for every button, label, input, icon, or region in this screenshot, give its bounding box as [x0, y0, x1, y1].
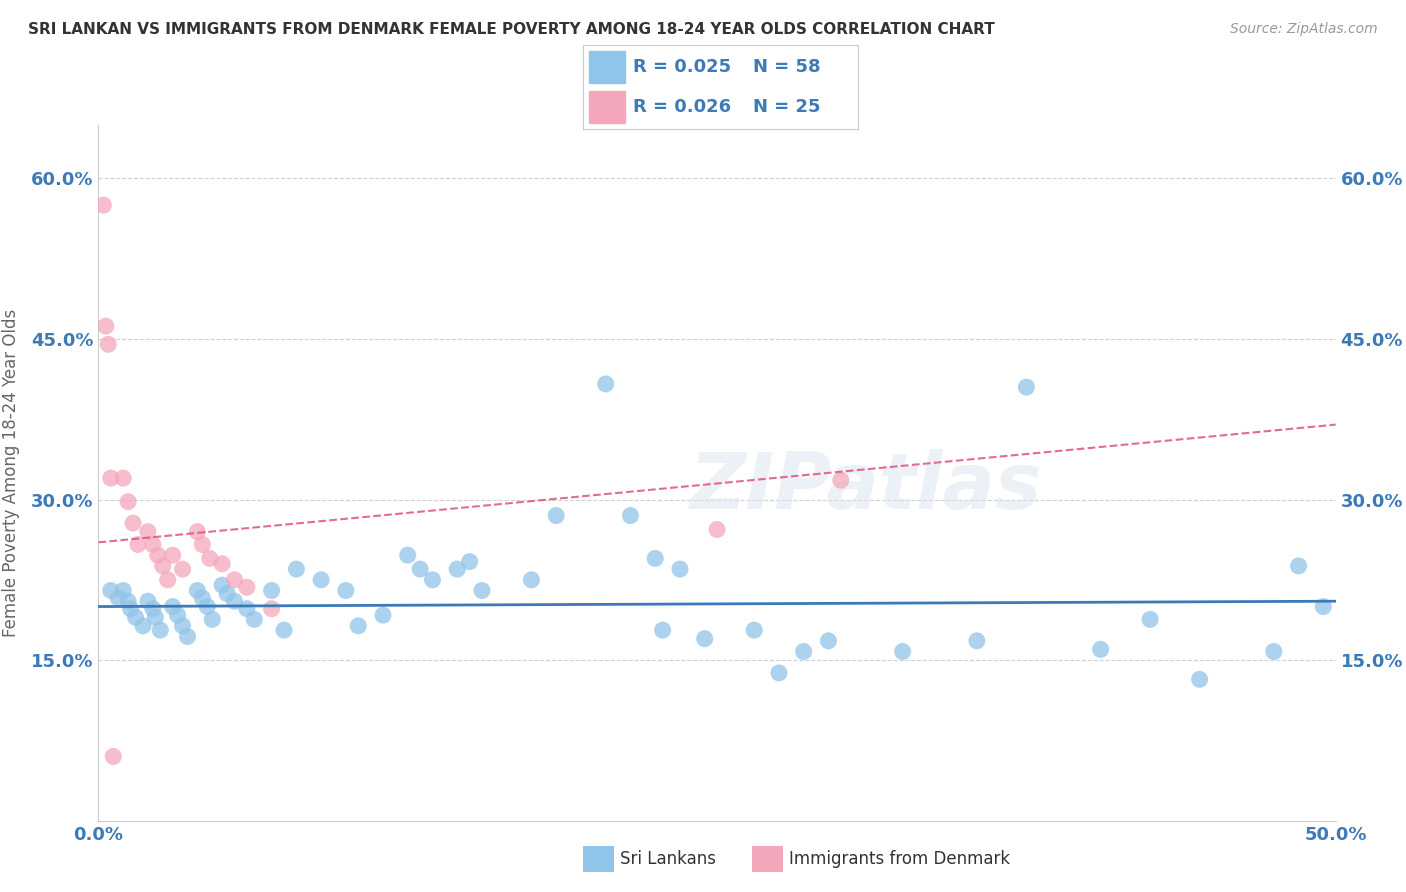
Point	[830, 473, 852, 487]
Point	[122, 516, 145, 530]
Point	[97, 337, 120, 351]
Point	[1015, 380, 1038, 394]
Point	[817, 633, 839, 648]
Point	[966, 633, 988, 648]
Point	[172, 619, 194, 633]
Point	[195, 599, 218, 614]
Point	[136, 524, 159, 539]
Point	[793, 644, 815, 658]
Point	[371, 608, 394, 623]
Point	[224, 594, 246, 608]
Point	[146, 548, 169, 562]
Point	[236, 601, 259, 615]
Point	[100, 471, 122, 485]
Point	[166, 608, 188, 623]
Point	[112, 471, 135, 485]
Point	[162, 548, 184, 562]
Point	[176, 630, 198, 644]
Point	[1288, 558, 1310, 573]
Point	[651, 623, 673, 637]
Point	[127, 537, 149, 551]
Point	[422, 573, 444, 587]
Point	[520, 573, 543, 587]
Point	[260, 601, 283, 615]
Point	[149, 623, 172, 637]
Point	[285, 562, 308, 576]
Point	[217, 587, 239, 601]
Point	[273, 623, 295, 637]
Point	[211, 578, 233, 592]
Point	[191, 537, 214, 551]
Point	[142, 601, 165, 615]
Point	[458, 555, 481, 569]
Point	[742, 623, 765, 637]
Point	[162, 599, 184, 614]
Point	[768, 665, 790, 680]
Point	[706, 523, 728, 537]
Point	[117, 594, 139, 608]
Point	[117, 494, 139, 508]
Bar	[589, 51, 624, 83]
Point	[471, 583, 494, 598]
Text: Source: ZipAtlas.com: Source: ZipAtlas.com	[1230, 22, 1378, 37]
Point	[211, 557, 233, 571]
Point	[1263, 644, 1285, 658]
Point	[198, 551, 221, 566]
Point	[142, 537, 165, 551]
Text: N = 58: N = 58	[754, 58, 821, 76]
Point	[93, 198, 115, 212]
Point	[236, 580, 259, 594]
Point	[693, 632, 716, 646]
Point	[619, 508, 641, 523]
Point	[309, 573, 332, 587]
Point	[191, 591, 214, 605]
Point	[1090, 642, 1112, 657]
Point	[103, 749, 125, 764]
Point	[644, 551, 666, 566]
Point	[1188, 673, 1211, 687]
Point	[143, 610, 166, 624]
Point	[396, 548, 419, 562]
Text: R = 0.025: R = 0.025	[633, 58, 731, 76]
Point	[172, 562, 194, 576]
Point	[152, 558, 174, 573]
Point	[100, 583, 122, 598]
Point	[224, 573, 246, 587]
Point	[124, 610, 146, 624]
Point	[335, 583, 357, 598]
Point	[132, 619, 155, 633]
Text: ZIPatlas: ZIPatlas	[689, 449, 1042, 524]
Text: R = 0.026: R = 0.026	[633, 98, 731, 116]
Point	[186, 583, 208, 598]
Point	[94, 319, 117, 334]
Point	[446, 562, 468, 576]
Y-axis label: Female Poverty Among 18-24 Year Olds: Female Poverty Among 18-24 Year Olds	[1, 309, 20, 637]
Point	[136, 594, 159, 608]
Text: Sri Lankans: Sri Lankans	[620, 850, 716, 868]
Point	[120, 601, 142, 615]
Text: N = 25: N = 25	[754, 98, 821, 116]
Text: Immigrants from Denmark: Immigrants from Denmark	[789, 850, 1010, 868]
Point	[595, 376, 617, 391]
Point	[186, 524, 208, 539]
Text: SRI LANKAN VS IMMIGRANTS FROM DENMARK FEMALE POVERTY AMONG 18-24 YEAR OLDS CORRE: SRI LANKAN VS IMMIGRANTS FROM DENMARK FE…	[28, 22, 995, 37]
Point	[1312, 599, 1334, 614]
Point	[1139, 612, 1161, 626]
Point	[891, 644, 914, 658]
Point	[409, 562, 432, 576]
Point	[546, 508, 568, 523]
Point	[260, 583, 283, 598]
Point	[112, 583, 135, 598]
Point	[156, 573, 179, 587]
Point	[243, 612, 266, 626]
Point	[107, 591, 129, 605]
Point	[347, 619, 370, 633]
Point	[669, 562, 692, 576]
Point	[201, 612, 224, 626]
Bar	[589, 91, 624, 123]
